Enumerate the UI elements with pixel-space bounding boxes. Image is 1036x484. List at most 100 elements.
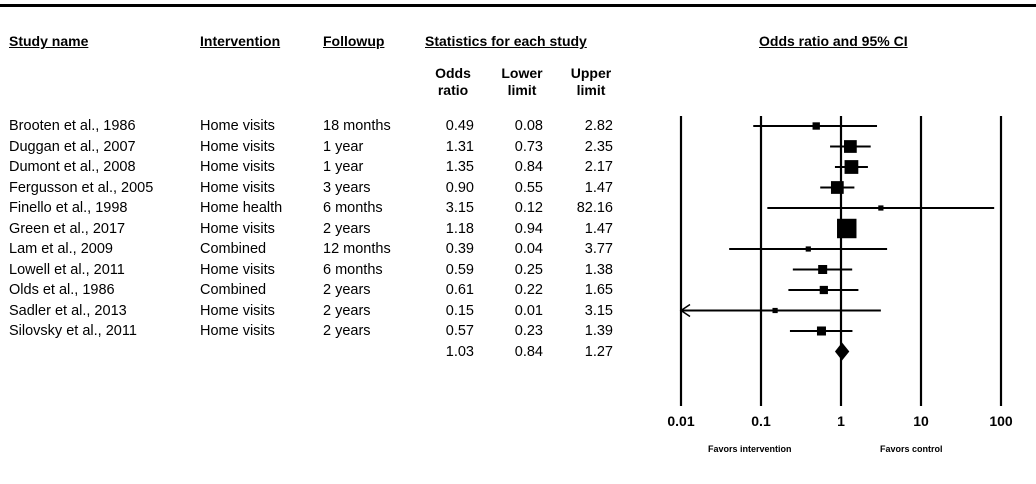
upper-limit-cell: 82.16	[576, 200, 613, 216]
point-estimate-square	[812, 122, 820, 130]
favors-intervention-label: Favors intervention	[708, 444, 792, 454]
intervention-cell: Home visits	[200, 118, 275, 134]
x-tick-label: 1	[837, 413, 845, 429]
odds-ratio-cell: 0.15	[445, 302, 474, 319]
odds-ratio-cell: 1.31	[445, 138, 474, 155]
point-estimate-square	[878, 205, 884, 211]
upper-limit-cell: 3.15	[584, 302, 613, 319]
intervention-cell: Home visits	[200, 261, 275, 278]
favors-control-label: Favors control	[880, 444, 943, 454]
intervention-cell: Home visits	[200, 220, 275, 237]
intervention-cell: Home visits	[200, 179, 275, 196]
summary-diamond	[834, 342, 850, 361]
header-odds-ratio-ci: Odds ratio and 95% CI	[759, 33, 908, 49]
study-name-cell: Duggan et al., 2007	[9, 138, 136, 155]
point-estimate-square	[830, 181, 844, 194]
study-name-cell: Sadler et al., 2013	[9, 302, 127, 319]
followup-cell: 6 months	[323, 200, 383, 216]
header-study-name: Study name	[9, 33, 89, 49]
subheader-lower-limit: Lower limit	[492, 65, 552, 99]
followup-cell: 6 months	[323, 261, 383, 278]
subheader-upper-line1: Upper	[570, 65, 612, 81]
point-estimate-square	[837, 218, 857, 239]
study-name-cell: Dumont et al., 2008	[9, 159, 136, 175]
followup-cell: 1 year	[323, 138, 364, 155]
subheader-upper-line2: limit	[576, 82, 606, 98]
x-tick-label: 0.1	[751, 413, 771, 429]
top-rule	[0, 4, 1036, 7]
lower-limit-cell: 0.22	[514, 282, 543, 298]
point-estimate-square	[816, 326, 826, 336]
followup-cell: 2 years	[323, 323, 371, 339]
upper-limit-cell: 2.17	[584, 159, 613, 175]
odds-ratio-cell: 3.15	[445, 200, 474, 216]
odds-ratio-cell: 1.35	[445, 159, 474, 175]
header-statistics: Statistics for each study	[425, 33, 587, 49]
upper-limit-cell: 1.47	[584, 179, 613, 196]
x-tick-label: 100	[989, 413, 1013, 429]
header-intervention: Intervention	[200, 33, 281, 49]
upper-limit-cell: 1.65	[584, 282, 613, 298]
ci-arrow-left	[679, 303, 691, 318]
lower-limit-cell: 0.08	[514, 118, 543, 134]
subheader-odds-ratio: Odds ratio	[425, 65, 481, 99]
intervention-cell: Home visits	[200, 159, 275, 175]
odds-ratio-cell: 0.59	[445, 261, 474, 278]
subheader-odds-ratio-line2: ratio	[437, 82, 469, 98]
summary-lower-cell: 0.84	[514, 343, 543, 360]
lower-limit-cell: 0.25	[514, 261, 543, 278]
point-estimate-square	[818, 264, 828, 275]
followup-cell: 12 months	[323, 241, 391, 257]
lower-limit-cell: 0.55	[514, 179, 543, 196]
followup-cell: 18 months	[323, 118, 391, 134]
intervention-cell: Home visits	[200, 302, 275, 319]
study-name-cell: Olds et al., 1986	[9, 282, 115, 298]
subheader-odds-ratio-line1: Odds	[435, 65, 471, 81]
point-estimate-square	[844, 140, 857, 153]
odds-ratio-cell: 1.18	[445, 220, 474, 237]
summary-odds-ratio-cell: 1.03	[445, 343, 474, 360]
study-name-cell: Finello et al., 1998	[9, 200, 128, 216]
study-name-cell: Lowell et al., 2011	[9, 261, 125, 278]
odds-ratio-cell: 0.57	[445, 323, 474, 339]
odds-ratio-cell: 0.61	[445, 282, 474, 298]
lower-limit-cell: 0.01	[514, 302, 543, 319]
intervention-cell: Combined	[200, 282, 267, 298]
intervention-cell: Home visits	[200, 138, 275, 155]
study-name-cell: Green et al., 2017	[9, 220, 126, 237]
upper-limit-cell: 3.77	[584, 241, 613, 257]
followup-cell: 1 year	[323, 159, 364, 175]
intervention-cell: Home visits	[200, 323, 275, 339]
lower-limit-cell: 0.04	[514, 241, 543, 257]
subheader-lower-line2: limit	[507, 82, 537, 98]
odds-ratio-cell: 0.39	[445, 241, 474, 257]
lower-limit-cell: 0.94	[514, 220, 543, 237]
study-name-cell: Fergusson et al., 2005	[9, 179, 154, 196]
study-name-cell: Brooten et al., 1986	[9, 118, 136, 134]
odds-ratio-cell: 0.90	[445, 179, 474, 196]
header-followup: Followup	[323, 33, 385, 49]
study-name-cell: Silovsky et al., 2011	[9, 323, 137, 339]
subheader-upper-limit: Upper limit	[563, 65, 619, 99]
upper-limit-cell: 1.39	[584, 323, 613, 339]
upper-limit-cell: 2.35	[584, 138, 613, 155]
followup-cell: 3 years	[323, 179, 371, 196]
followup-cell: 2 years	[323, 302, 371, 319]
point-estimate-square	[772, 307, 778, 314]
followup-cell: 2 years	[323, 220, 371, 237]
lower-limit-cell: 0.12	[514, 200, 543, 216]
subheader-lower-line1: Lower	[501, 65, 543, 81]
odds-ratio-cell: 0.49	[445, 118, 474, 134]
point-estimate-square	[805, 246, 811, 252]
x-tick-label: 10	[913, 413, 929, 429]
upper-limit-cell: 1.47	[584, 220, 613, 237]
upper-limit-cell: 1.38	[584, 261, 613, 278]
lower-limit-cell: 0.73	[514, 138, 543, 155]
intervention-cell: Home health	[200, 200, 283, 216]
summary-upper-cell: 1.27	[584, 343, 613, 360]
point-estimate-square	[844, 160, 859, 174]
lower-limit-cell: 0.23	[514, 323, 543, 339]
upper-limit-cell: 2.82	[584, 118, 613, 134]
intervention-cell: Combined	[200, 241, 267, 257]
